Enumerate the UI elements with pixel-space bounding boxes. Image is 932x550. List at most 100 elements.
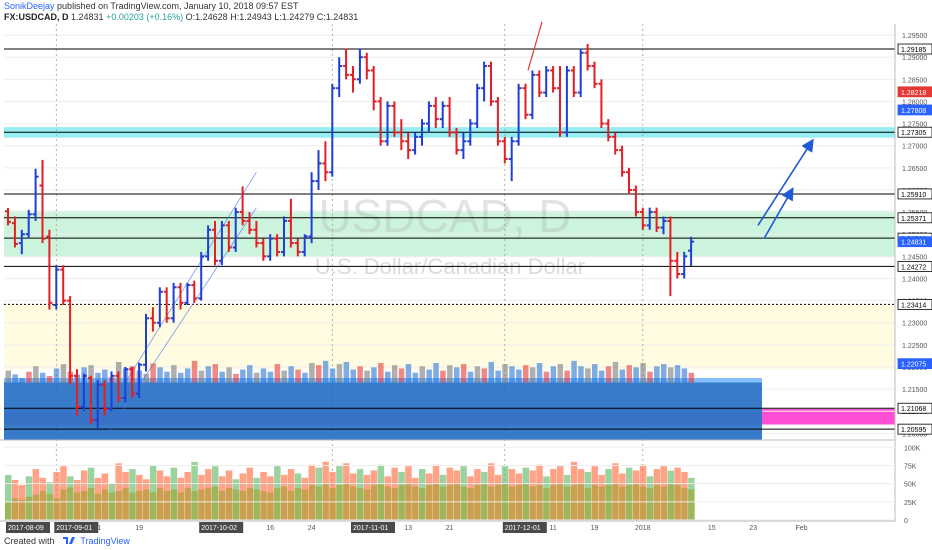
volume-ma-bar (143, 489, 150, 520)
price-tick-label: 1.27500 (902, 122, 927, 129)
ohlc-bar (405, 132, 412, 159)
tradingview-link[interactable]: TradingView (80, 536, 130, 546)
author-link[interactable]: SonikDeejay (4, 1, 55, 11)
price-label-box (897, 126, 932, 138)
ohlc-bar (370, 66, 377, 111)
date-label-box (54, 522, 99, 533)
ohlc-bar (198, 251, 205, 301)
price-label: 1.24831 (897, 236, 932, 248)
volume-profile-bar (502, 364, 508, 383)
volume-profile-bar (88, 365, 94, 383)
volume-profile-bar (40, 372, 46, 383)
date-label: 2017-08-09 (8, 525, 44, 532)
price-label-text: 1.24831 (901, 240, 926, 247)
ohlc-bar (536, 70, 543, 98)
ohlc-bar (315, 150, 322, 190)
ohlc-bar (343, 48, 350, 80)
volume-ma-bar (67, 487, 74, 520)
last-price: 1.24831 (71, 12, 104, 22)
volume-profile-bar (433, 363, 439, 383)
ohlc-bar (356, 48, 363, 84)
volume-ma-bar (563, 486, 571, 520)
volume-profile-bar (391, 365, 398, 383)
volume-profile-bar (626, 365, 632, 383)
ohlc-bar (239, 186, 246, 226)
red-trend-line (527, 21, 543, 71)
price-tick-label: 1.23000 (902, 321, 927, 328)
volume-profile-bar (198, 370, 205, 383)
ohlc-bar (129, 366, 136, 398)
ohlc-bar (136, 362, 143, 398)
ohlc-bar (184, 282, 191, 306)
volume-profile-bar (233, 373, 239, 383)
volume-ma-bar (87, 488, 95, 520)
volume-bar (5, 474, 12, 520)
ohlc-bar (218, 220, 225, 266)
volume-ma-bar (446, 485, 454, 520)
volume-tick-label: 0 (904, 518, 908, 525)
price-tick-label: 1.22500 (902, 343, 927, 350)
volume-ma-bar (681, 488, 688, 520)
ohlc-bar (53, 265, 60, 310)
ohlc-bar (563, 66, 570, 137)
price-labels: 1.29185 1.28218 1.27808 1.27305 1.25910 1.253… (897, 43, 932, 435)
volume-profile-bar (378, 363, 384, 383)
volume-profile-bar (488, 361, 494, 383)
ohlc-bar (591, 61, 598, 89)
price-label-text: 1.21068 (901, 406, 926, 413)
ohlc-bar (460, 132, 467, 159)
volume-ma-bar (177, 492, 184, 520)
volume-profile-bar (150, 363, 156, 383)
volume-ma-bar (74, 492, 81, 520)
ohlc-bar (322, 141, 329, 182)
ohlc-bar (212, 220, 218, 266)
ohlc-values: O:1.24628 H:1.24943 L:1.24279 C:1.24831 (185, 12, 359, 22)
volume-profile-bar (212, 364, 218, 383)
symbol-name[interactable]: FX:USDCAD, D (4, 12, 69, 22)
volume-profile-bar (661, 364, 667, 383)
price-label: 1.22075 (897, 358, 932, 370)
ohlc-bar (5, 208, 11, 226)
price-label: 1.28218 (897, 86, 932, 98)
price-label: 1.23414 (897, 299, 932, 310)
ohlc-bar (432, 97, 439, 128)
ohlc-bar (25, 209, 32, 239)
ohlc-bar (149, 307, 156, 332)
volume-profile-bar (240, 369, 246, 383)
volume-profile-bar (260, 368, 267, 383)
ohlc-bar (425, 101, 432, 133)
volume-ma-bar (46, 493, 53, 520)
ohlc-bar (598, 79, 605, 128)
date-label-box (502, 522, 547, 533)
date-label: 23 (749, 525, 757, 532)
date-label: Feb (795, 525, 807, 532)
volume-ma-bar (570, 485, 578, 520)
ohlc-bar (287, 198, 294, 248)
ohlc-bar (115, 371, 122, 403)
price-tick-label: 1.29500 (902, 33, 927, 40)
ohlc-bar (688, 236, 695, 267)
volume-ma-bar (460, 486, 467, 520)
volume-ma-bar (170, 489, 178, 520)
volume-profile-bar (460, 364, 467, 383)
date-label: 19 (135, 525, 143, 532)
ohlc-bar (108, 371, 115, 412)
volume-ma-bar (626, 485, 633, 520)
volume-ma-bar (467, 488, 474, 520)
volume-ma-bar (260, 490, 267, 520)
ohlc-bar (398, 119, 405, 151)
volume-profile-bar (454, 367, 460, 383)
tradingview-logo-icon (63, 537, 76, 544)
volume-ma-bar (122, 488, 129, 520)
price-label-text: 1.25910 (901, 192, 926, 199)
volume-ma-bar (688, 489, 695, 520)
price-label: 1.21068 (897, 402, 932, 414)
ohlc-bar (170, 282, 177, 323)
volume-ma-bar (11, 498, 19, 520)
volume-profile-bar (495, 370, 501, 383)
volume-pane: 100K 75K 50K 25K 0 (4, 445, 921, 525)
created-with-text: Created with (4, 536, 55, 546)
published-text: published on TradingView.com, January 10… (57, 1, 299, 11)
volume-ma-bar (425, 485, 433, 520)
